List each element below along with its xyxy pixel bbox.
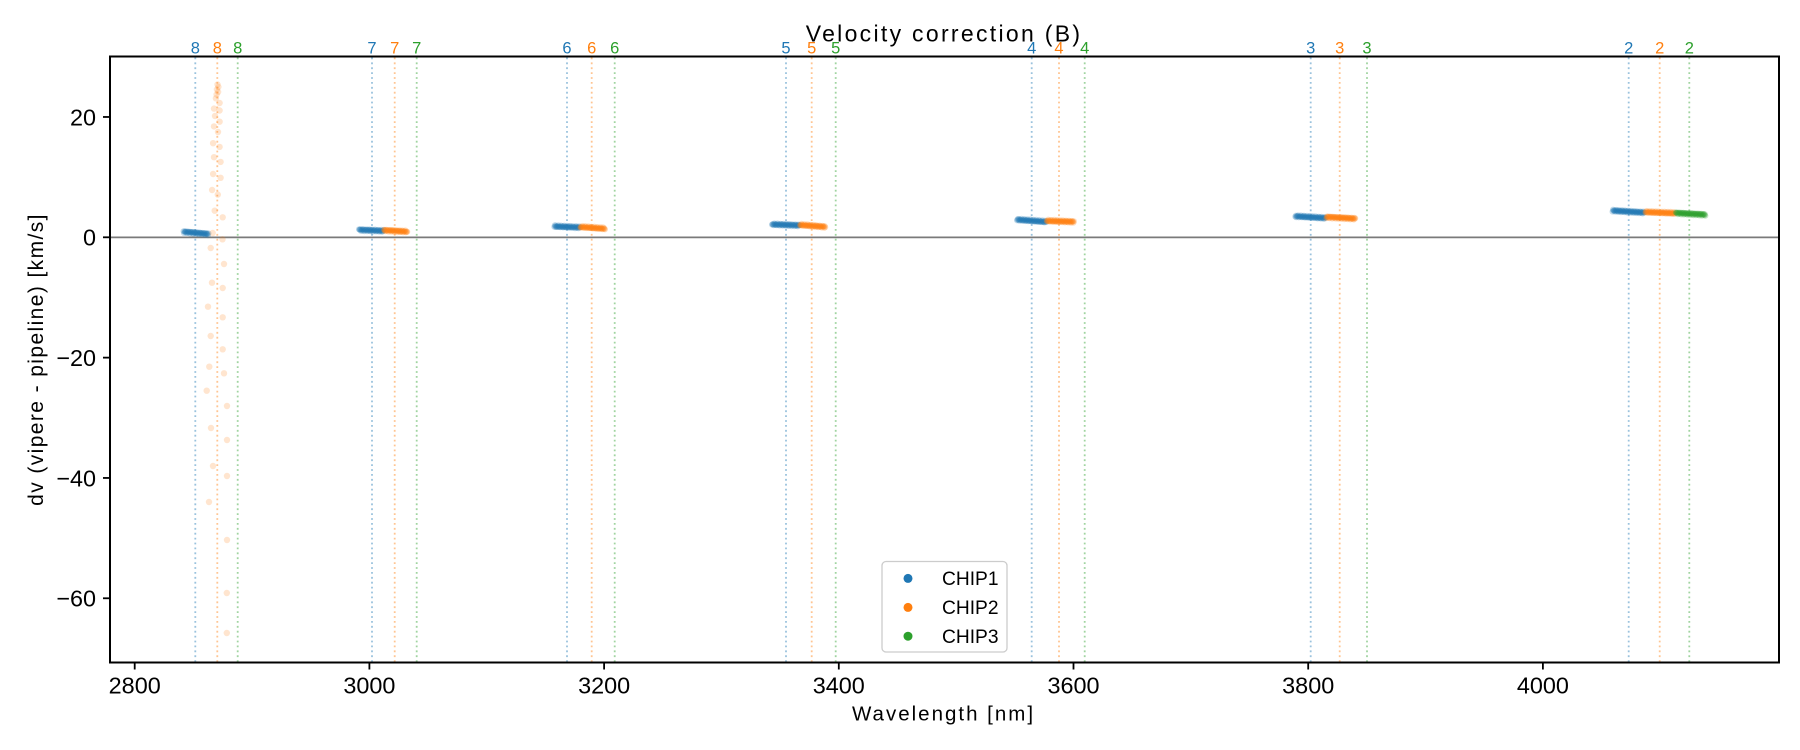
svg-text:CHIP3: CHIP3 bbox=[942, 627, 999, 648]
svg-text:4000: 4000 bbox=[1517, 673, 1569, 699]
svg-text:4: 4 bbox=[1080, 40, 1089, 58]
svg-text:−20: −20 bbox=[56, 345, 96, 371]
svg-text:7: 7 bbox=[412, 40, 421, 58]
svg-text:4: 4 bbox=[1027, 40, 1036, 58]
svg-text:7: 7 bbox=[390, 40, 399, 58]
svg-text:Wavelength [nm]: Wavelength [nm] bbox=[852, 703, 1035, 726]
svg-text:2800: 2800 bbox=[109, 673, 161, 699]
svg-text:CHIP1: CHIP1 bbox=[942, 569, 999, 590]
svg-text:20: 20 bbox=[70, 104, 96, 130]
svg-text:6: 6 bbox=[587, 40, 596, 58]
svg-text:5: 5 bbox=[807, 40, 816, 58]
svg-text:Velocity correction (B): Velocity correction (B) bbox=[806, 20, 1083, 46]
svg-text:8: 8 bbox=[213, 40, 222, 58]
svg-text:5: 5 bbox=[781, 40, 790, 58]
svg-text:6: 6 bbox=[562, 40, 571, 58]
svg-text:3000: 3000 bbox=[343, 673, 395, 699]
svg-text:8: 8 bbox=[191, 40, 200, 58]
svg-text:2: 2 bbox=[1655, 40, 1664, 58]
svg-text:2: 2 bbox=[1685, 40, 1694, 58]
svg-text:−60: −60 bbox=[56, 586, 96, 612]
svg-text:3200: 3200 bbox=[578, 673, 630, 699]
svg-text:CHIP2: CHIP2 bbox=[942, 598, 999, 619]
svg-text:3: 3 bbox=[1362, 40, 1371, 58]
svg-text:2: 2 bbox=[1624, 40, 1633, 58]
svg-text:4: 4 bbox=[1054, 40, 1063, 58]
svg-text:7: 7 bbox=[367, 40, 376, 58]
svg-text:−40: −40 bbox=[56, 465, 96, 491]
svg-text:3400: 3400 bbox=[813, 673, 865, 699]
svg-text:3: 3 bbox=[1335, 40, 1344, 58]
svg-text:3800: 3800 bbox=[1282, 673, 1334, 699]
svg-text:dv (vipere - pipeline) [km/s]: dv (vipere - pipeline) [km/s] bbox=[25, 213, 48, 506]
svg-text:3600: 3600 bbox=[1047, 673, 1099, 699]
svg-text:5: 5 bbox=[831, 40, 840, 58]
svg-text:0: 0 bbox=[83, 225, 96, 251]
svg-text:8: 8 bbox=[233, 40, 242, 58]
svg-text:6: 6 bbox=[610, 40, 619, 58]
svg-text:3: 3 bbox=[1306, 40, 1315, 58]
